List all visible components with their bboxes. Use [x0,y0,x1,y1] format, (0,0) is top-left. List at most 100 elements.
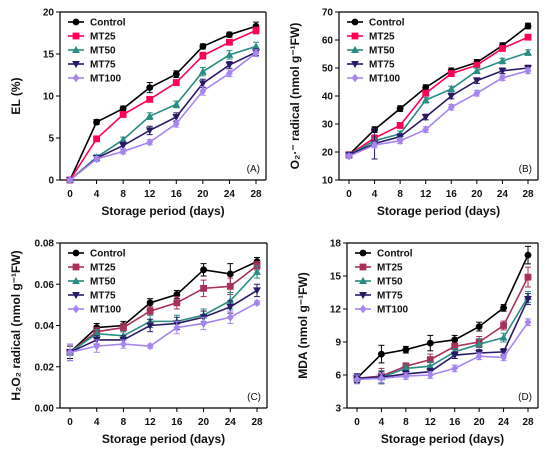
series-line [356,298,529,380]
x-axis-label: Storage period (days) [101,204,224,218]
legend-marker [72,60,80,69]
legend-marker [72,32,80,40]
data-point [524,251,532,259]
series-line [348,67,529,156]
x-tick-label: 8 [403,417,409,428]
data-point [199,43,207,50]
legend-label-mt50: MT50 [90,277,116,288]
series-line [69,52,257,181]
legend-label-mt25: MT25 [369,32,395,43]
y-tick-label: 0.04 [35,321,55,332]
data-point [396,105,404,112]
data-point [499,45,506,52]
legend-marker [351,73,359,83]
data-point [426,370,434,380]
data-point [524,66,532,76]
legend: Control MT25 MT50 MT75 MT100 [355,249,413,316]
series-line [348,36,529,156]
data-point [146,341,154,351]
data-point [451,364,459,373]
legend-label-mt25: MT25 [90,32,116,43]
data-point [371,140,378,150]
data-point [146,307,154,315]
data-point [253,287,261,295]
legend-marker [359,291,367,300]
data-point [145,127,154,135]
data-point [345,151,353,161]
data-point [119,147,127,156]
series-line [69,265,258,353]
y-tick-label: 50 [322,64,334,75]
data-point [92,329,101,337]
data-point [524,317,532,327]
y-tick-label: 3 [335,404,341,415]
data-point [472,66,481,74]
x-tick-label: 8 [121,417,127,428]
x-tick-label: 20 [197,189,209,200]
y-tick-label: 0.08 [35,239,55,250]
x-tick-label: 12 [144,189,156,200]
x-tick-label: 4 [94,189,100,200]
x-tick-label: 28 [251,417,263,428]
legend-marker [72,249,80,257]
data-point [200,266,207,274]
data-point [226,270,234,278]
data-point [426,339,434,347]
x-tick-label: 20 [474,417,486,428]
legend-marker [72,291,80,300]
legend-label-mt75: MT75 [90,60,116,71]
legend-marker [72,276,80,285]
data-point [173,299,181,307]
panel-b: 10 20 30 40 50 60 70 0 4 8 12 16 20 24 28 Storage perio… [288,8,539,218]
x-tick-label: 24 [224,189,236,200]
data-point [226,296,235,304]
legend-marker [72,45,80,54]
data-point [422,89,430,97]
x-tick-label: 16 [171,189,183,200]
series-control [66,21,260,184]
data-point [146,322,155,330]
x-tick-label: 28 [250,189,262,200]
data-point [172,79,180,86]
series-line [348,70,529,157]
panel-label: (A) [247,164,260,175]
legend-label-mt25: MT25 [377,263,403,274]
legend-label-mt100: MT100 [369,74,401,85]
data-point [524,296,532,304]
data-point [120,339,127,349]
data-point [253,298,261,308]
x-tick-label: 0 [67,417,73,428]
series-line [69,51,257,181]
legend-label-control: Control [90,18,126,29]
data-point [252,42,260,50]
legend-label-mt75: MT75 [377,291,403,302]
y-tick-label: 60 [322,36,334,47]
data-point [524,48,532,56]
series-line [356,254,529,379]
data-point [198,67,207,75]
data-point [172,119,180,128]
data-point [146,137,154,147]
y-axis-label: H₂O₂ radical (nmol g⁻¹FW) [9,250,23,400]
data-point [226,31,233,39]
data-point [396,122,404,129]
data-point [226,303,235,312]
y-tick-label: 10 [43,92,55,103]
y-axis-label: MDA (nmol g⁻¹FW) [296,272,310,379]
data-point [93,118,100,126]
legend-marker [359,276,367,285]
series-line [69,271,258,353]
data-point [447,102,455,112]
data-point [172,113,181,122]
x-tick-label: 16 [449,417,461,428]
y-tick-label: 0.00 [35,404,55,415]
legend-label-mt75: MT75 [369,60,395,71]
x-tick-label: 24 [225,417,237,428]
data-point [145,112,154,120]
series-line [356,321,529,381]
legend: Control MT25 MT50 MT75 MT100 [347,18,405,85]
x-tick-label: 28 [522,417,534,428]
legend-label-control: Control [377,249,413,260]
data-point [353,375,361,384]
x-tick-label: 24 [497,189,509,200]
